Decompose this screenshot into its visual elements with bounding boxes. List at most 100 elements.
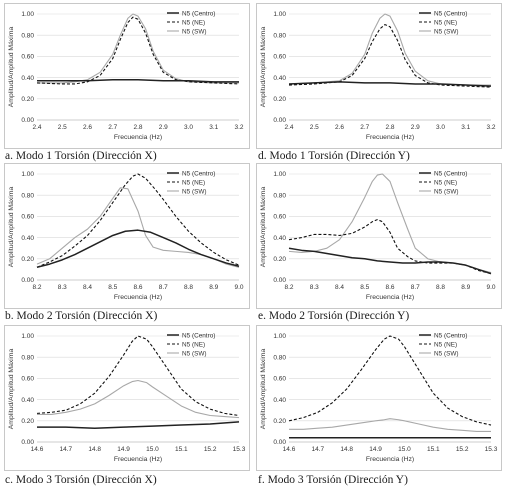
chart-2-x-tick-label: 8.4 (83, 284, 92, 291)
chart-svg-f: 0.00 0.20 0.40 0.60 0.80 1.00 14.6 14.7 14.8 14.9… (260, 332, 498, 463)
chart-1-y-axis-label: Amplitud/Amplitud Máxima (260, 27, 267, 108)
chart-2-x-axis-label: Frecuencia (Hz) (114, 294, 162, 301)
chart-1-y-tick-label: 0.40 (273, 75, 286, 82)
chart-0-y-tick-label: 0.80 (21, 32, 34, 39)
chart-0-x-tick-label: 2.5 (58, 124, 67, 131)
chart-1-x-tick-label: 2.6 (335, 124, 344, 131)
chart-5-x-tick-label: 14.9 (369, 446, 382, 453)
chart-2-y-tick-label: 0.20 (21, 256, 34, 263)
chart-svg-b: 0.00 0.20 0.40 0.60 0.80 1.00 8.2 8.3 8.4 8.5 8.6 8… (8, 170, 244, 301)
chart-2-y-tick-label: 0.80 (21, 192, 34, 199)
chart-2-series-line-ncentro (36, 229, 240, 269)
chart-4-legend-label: N5 (SW) (182, 350, 207, 357)
chart-5-x-tick-label: 15.1 (427, 446, 440, 453)
chart-3-x-tick-label: 8.7 (411, 284, 420, 291)
chart-3-x-tick-label: 9.0 (486, 284, 495, 291)
chart-svg-e: 0.00 0.20 0.40 0.60 0.80 1.00 8.2 8.3 8.4 8.5 8.6 8… (260, 170, 496, 301)
chart-4-x-tick-label: 15.3 (233, 446, 246, 453)
chart-4-y-tick-label: 0.60 (21, 376, 34, 383)
chart-2-x-tick-label: 8.2 (32, 284, 41, 291)
chart-0-x-tick-label: 2.7 (108, 124, 117, 131)
chart-3-y-axis-label: Amplitud/Amplitud Máxima (260, 187, 267, 268)
chart-4-x-tick-label: 14.6 (31, 446, 44, 453)
chart-1-x-tick-label: 2.8 (385, 124, 394, 131)
chart-1-legend-label: N5 (Centro) (434, 10, 467, 17)
caption-c: c. Modo 3 Torsión (Dirección X) (5, 474, 157, 486)
chart-1-x-tick-label: 3.1 (461, 124, 470, 131)
caption-f: f. Modo 3 Torsión (Dirección Y) (258, 474, 408, 486)
chart-1-series-line-ncentro (288, 81, 492, 87)
chart-0-x-tick-label: 3.0 (184, 124, 193, 131)
chart-svg-d: 0.00 0.20 0.40 0.60 0.80 1.00 2.4 2.5 2.6 2.7 2.8 2… (260, 10, 496, 141)
chart-5-legend-label: N5 (NE) (434, 341, 457, 348)
chart-1-series-line-nsw (288, 13, 491, 86)
chart-1-y-tick-label: 1.00 (273, 11, 286, 18)
chart-4-legend-label: N5 (NE) (182, 341, 205, 348)
chart-3-x-tick-label: 8.3 (310, 284, 319, 291)
chart-0-y-tick-label: 0.00 (21, 117, 34, 124)
chart-3-y-tick-label: 0.60 (273, 214, 286, 221)
chart-4-x-tick-label: 14.8 (88, 446, 101, 453)
chart-4-series-line-nne (36, 335, 240, 417)
chart-2-x-tick-label: 8.3 (58, 284, 67, 291)
chart-5-y-tick-label: 1.00 (273, 333, 286, 340)
chart-2-x-tick-label: 8.7 (159, 284, 168, 291)
chart-5-x-tick-label: 15.3 (485, 446, 498, 453)
chart-2-y-axis-label: Amplitud/Amplitud Máxima (8, 187, 15, 268)
chart-3-x-tick-label: 8.5 (360, 284, 369, 291)
chart-0-y-tick-label: 0.20 (21, 96, 34, 103)
chart-1-x-tick-label: 3.0 (436, 124, 445, 131)
chart-panel-e: 0.00 0.20 0.40 0.60 0.80 1.00 8.2 8.3 8.4 8.5 8.6 8… (256, 163, 502, 309)
chart-2-series-line-nsw (36, 187, 240, 268)
chart-svg-c: 0.00 0.20 0.40 0.60 0.80 1.00 14.6 14.7 14.8 14.9… (8, 332, 246, 463)
chart-2-legend-label: N5 (NE) (182, 179, 205, 186)
chart-4-y-axis-label: Amplitud/Amplitud Máxima (8, 349, 15, 430)
chart-2-y-tick-label: 0.60 (21, 214, 34, 221)
chart-5-series-line-nsw (289, 418, 491, 432)
chart-3-y-tick-label: 0.00 (273, 277, 286, 284)
chart-2-legend-label: N5 (Centro) (182, 170, 215, 177)
chart-5-legend-label: N5 (SW) (434, 350, 459, 357)
chart-3-legend-label: N5 (SW) (434, 188, 459, 195)
chart-2-y-tick-label: 1.00 (21, 171, 34, 178)
chart-0-legend-label: N5 (NE) (182, 19, 205, 26)
chart-1-legend-label: N5 (NE) (434, 19, 457, 26)
chart-3-y-tick-label: 0.40 (273, 235, 286, 242)
chart-0-y-tick-label: 0.60 (21, 54, 34, 61)
chart-5-series-line-nne (288, 335, 492, 426)
chart-3-x-tick-label: 8.4 (335, 284, 344, 291)
chart-4-legend-label: N5 (Centro) (182, 332, 215, 339)
chart-5-x-tick-label: 14.8 (340, 446, 353, 453)
chart-2-x-tick-label: 9.0 (234, 284, 243, 291)
chart-3-x-tick-label: 8.9 (461, 284, 470, 291)
chart-1-y-tick-label: 0.20 (273, 96, 286, 103)
chart-4-y-tick-label: 0.40 (21, 397, 34, 404)
chart-0-x-tick-label: 3.1 (209, 124, 218, 131)
chart-4-y-tick-label: 0.80 (21, 354, 34, 361)
chart-2-x-tick-label: 8.6 (133, 284, 142, 291)
chart-5-x-tick-label: 15.0 (398, 446, 411, 453)
caption-d: d. Modo 1 Torsión (Dirección Y) (258, 150, 410, 162)
chart-2-y-tick-label: 0.00 (21, 277, 34, 284)
chart-panel-d: 0.00 0.20 0.40 0.60 0.80 1.00 2.4 2.5 2.6 2.7 2.8 2… (256, 3, 502, 149)
chart-2-y-tick-label: 0.40 (21, 235, 34, 242)
chart-1-y-tick-label: 0.00 (273, 117, 286, 124)
chart-3-series-line-ncentro (288, 247, 492, 275)
chart-3-legend-label: N5 (Centro) (434, 170, 467, 177)
chart-5-y-tick-label: 0.00 (273, 439, 286, 446)
chart-0-legend-label: N5 (Centro) (182, 10, 215, 17)
chart-5-x-axis-label: Frecuencia (Hz) (366, 456, 414, 463)
chart-1-x-tick-label: 2.9 (411, 124, 420, 131)
chart-4-y-tick-label: 0.20 (21, 418, 34, 425)
chart-3-x-tick-label: 8.8 (436, 284, 445, 291)
chart-3-series-line-nsw (288, 173, 492, 274)
chart-panel-a: 0.00 0.20 0.40 0.60 0.80 1.00 2.4 2.5 2.6 2.7 2.8 2… (4, 3, 250, 149)
chart-panel-b: 0.00 0.20 0.40 0.60 0.80 1.00 8.2 8.3 8.4 8.5 8.6 8… (4, 163, 250, 309)
caption-e: e. Modo 2 Torsión (Dirección Y) (258, 310, 410, 322)
chart-0-legend-label: N5 (SW) (182, 28, 207, 35)
chart-4-x-tick-label: 15.1 (175, 446, 188, 453)
chart-3-x-tick-label: 8.6 (385, 284, 394, 291)
chart-0-y-axis-label: Amplitud/Amplitud Máxima (8, 27, 15, 108)
chart-4-y-tick-label: 1.00 (21, 333, 34, 340)
chart-2-x-tick-label: 8.8 (184, 284, 193, 291)
